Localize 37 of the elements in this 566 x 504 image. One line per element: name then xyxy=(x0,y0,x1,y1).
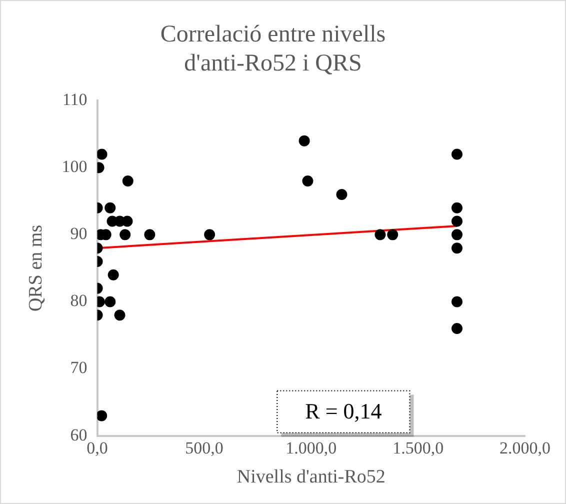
point xyxy=(144,229,156,240)
point xyxy=(451,229,462,240)
y-axis-title: QRS en ms xyxy=(25,224,46,312)
point xyxy=(336,188,348,200)
point xyxy=(451,323,462,334)
y-tick-label: 110 xyxy=(62,90,88,110)
point xyxy=(451,242,462,254)
point xyxy=(374,229,386,240)
point xyxy=(451,202,462,214)
x-axis-title: Nivells d'anti-Ro52 xyxy=(236,466,386,488)
point xyxy=(302,176,314,187)
x-tick-label: 1.000,0 xyxy=(286,438,337,458)
y-tick-label: 90 xyxy=(70,224,88,244)
y-tick-label: 80 xyxy=(70,291,88,310)
point xyxy=(104,296,116,308)
point xyxy=(114,310,126,321)
point xyxy=(97,148,108,160)
point xyxy=(104,202,116,214)
x-tick-label: 0,0 xyxy=(86,438,108,458)
point xyxy=(298,135,310,146)
point xyxy=(108,269,119,280)
y-tick-label: 100 xyxy=(62,157,88,176)
chart-title: Correlació entre nivells d'anti-Ro52 i QRS xyxy=(160,22,386,76)
point xyxy=(451,216,462,227)
point xyxy=(451,148,462,160)
point xyxy=(97,410,108,422)
point xyxy=(120,229,131,240)
point xyxy=(204,229,216,240)
point xyxy=(122,176,134,187)
annotation: R = 0,14 xyxy=(305,398,382,424)
y-tick-label: 60 xyxy=(70,425,88,444)
point xyxy=(387,229,398,240)
point xyxy=(451,296,462,308)
x-tick-label: 500,0 xyxy=(185,438,224,458)
x-tick-label: 1.500,0 xyxy=(392,438,444,458)
x-tick-label: 2.000,0 xyxy=(500,438,550,458)
y-tick-label: 70 xyxy=(70,358,88,378)
